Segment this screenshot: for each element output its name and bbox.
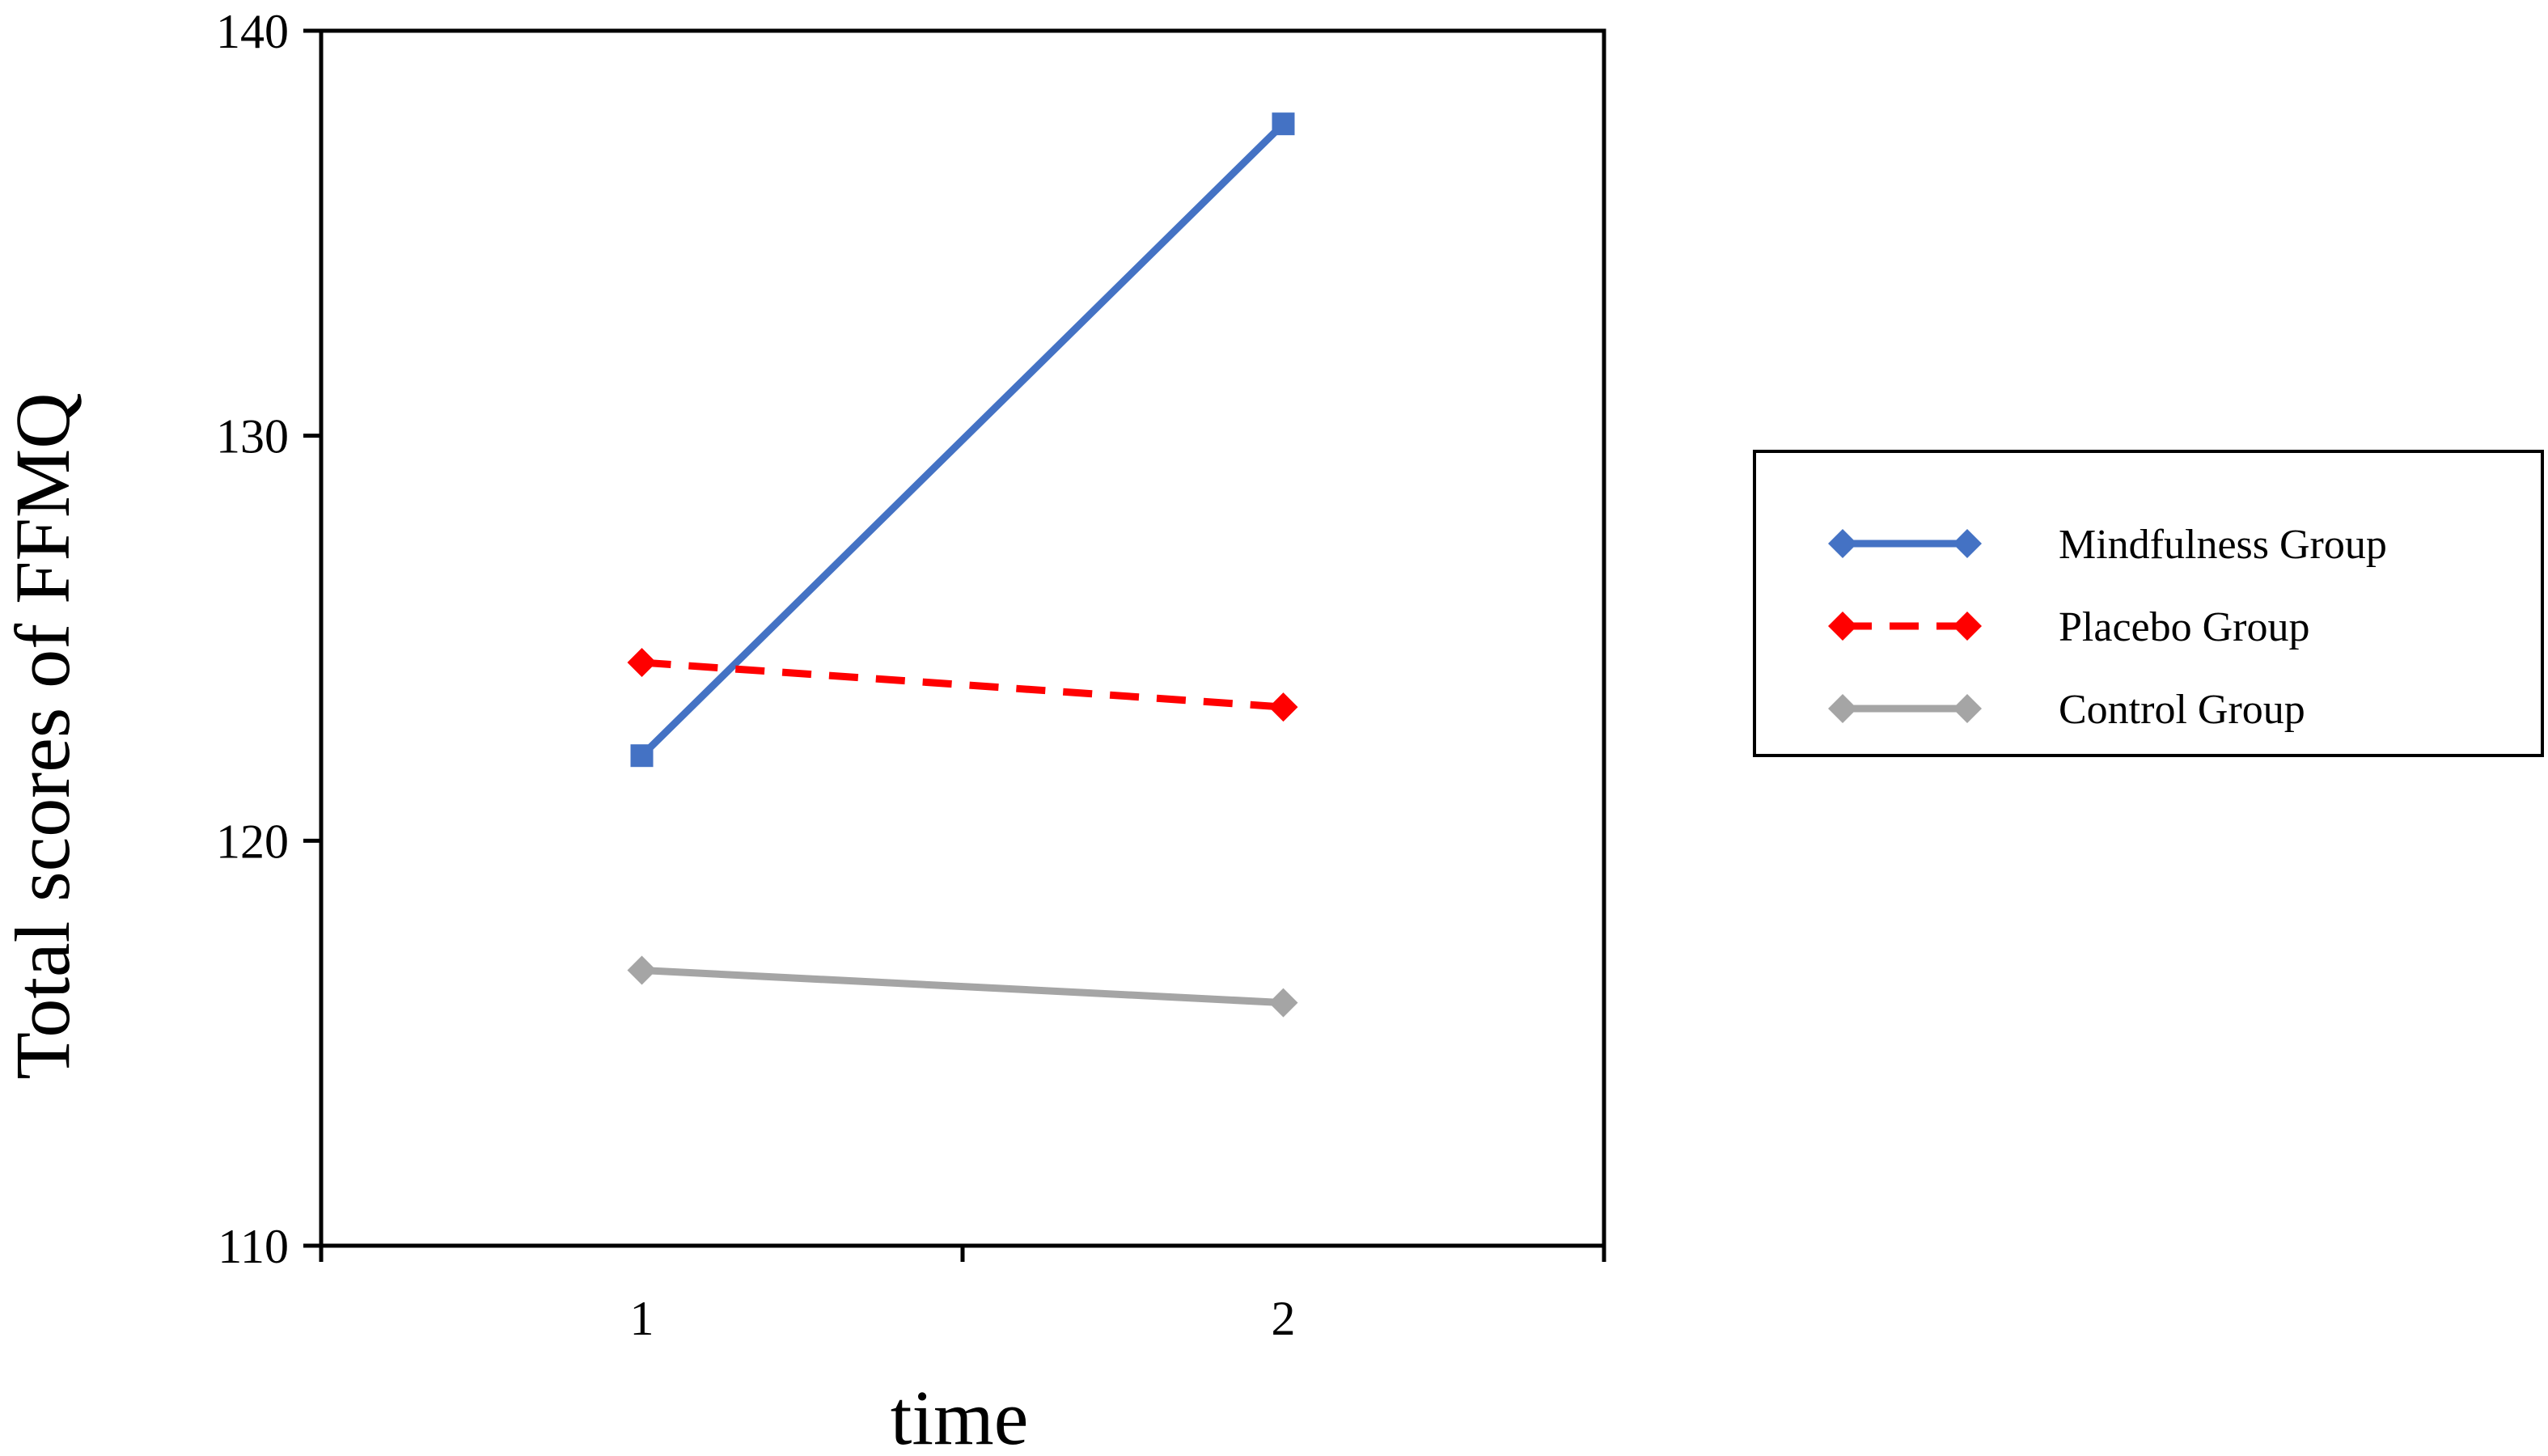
legend: Mindfulness Group Placebo Group Control Gr… — [1753, 450, 2544, 757]
legend-item: Control Group — [1828, 687, 2305, 733]
legend-label: Control Group — [2059, 687, 2305, 733]
data-point — [630, 744, 654, 768]
series-line — [641, 658, 1284, 711]
legend-marker — [1828, 694, 1857, 723]
y-tick-label: 130 — [216, 410, 289, 463]
data-point — [1272, 112, 1295, 136]
x-tick-label: 1 — [630, 1292, 654, 1345]
series-line — [639, 121, 1286, 759]
legend-marker — [1828, 612, 1857, 641]
data-point — [1268, 692, 1298, 722]
series-mindfulness-group — [630, 112, 1295, 768]
series-layer — [627, 112, 1298, 1018]
x-axis-title: time — [891, 1374, 1029, 1456]
y-axis-ticks: 110 120 130 140 — [216, 5, 321, 1273]
legend-marker — [1953, 529, 1982, 558]
data-point — [1268, 988, 1298, 1018]
series-control-group — [627, 955, 1298, 1018]
series-placebo-group — [627, 648, 1298, 722]
data-point — [627, 648, 657, 678]
legend-marker — [1828, 529, 1857, 558]
x-tick-label: 2 — [1272, 1292, 1296, 1345]
data-point — [627, 955, 657, 985]
legend-marker — [1953, 612, 1982, 641]
y-axis-title: Total scores of FFMQ — [0, 392, 86, 1079]
legend-label: Placebo Group — [2059, 604, 2309, 650]
legend-item: Placebo Group — [1828, 604, 2309, 650]
y-tick-label: 110 — [218, 1220, 289, 1273]
legend-item: Mindfulness Group — [1828, 522, 2387, 568]
y-tick-label: 120 — [216, 815, 289, 868]
legend-marker — [1953, 694, 1982, 723]
legend-box — [1753, 450, 2544, 757]
series-line — [641, 967, 1284, 1007]
y-tick-label: 140 — [216, 5, 289, 58]
legend-label: Mindfulness Group — [2059, 522, 2387, 568]
